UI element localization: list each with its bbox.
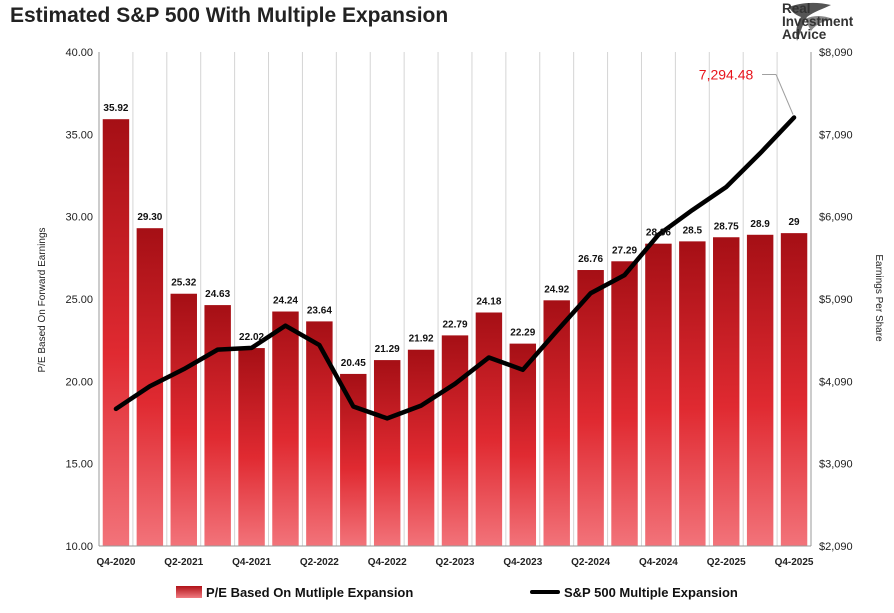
right-tick-label: $2,090 — [819, 541, 853, 553]
legend-label-pe: P/E Based On Mutliple Expansion — [206, 584, 414, 600]
bar — [373, 360, 401, 546]
bar-data-label: 26.76 — [578, 254, 603, 265]
bar — [272, 311, 299, 546]
bar — [780, 233, 808, 546]
left-tick-label: 20.00 — [65, 376, 93, 388]
left-tick-label: 40.00 — [65, 47, 93, 59]
bar-data-label: 24.18 — [476, 297, 501, 308]
bar — [577, 270, 604, 546]
x-tick-label: Q4-2025 — [775, 557, 814, 568]
left-tick-label: 35.00 — [65, 129, 93, 141]
bar-data-label: 22.79 — [442, 319, 467, 330]
bar — [102, 119, 130, 547]
left-tick-label: 30.00 — [65, 212, 93, 224]
left-tick-label: 25.00 — [65, 294, 93, 306]
bar-data-label: 28.36 — [646, 228, 671, 239]
x-tick-label: Q4-2021 — [232, 557, 271, 568]
right-tick-label: $6,090 — [819, 212, 853, 224]
bar-data-label: 22.29 — [510, 328, 535, 339]
left-tick-label: 10.00 — [65, 541, 93, 553]
bar-data-label: 29 — [788, 217, 800, 228]
bar — [645, 243, 672, 546]
bar-data-label: 25.32 — [171, 278, 196, 289]
bar-series — [102, 119, 808, 547]
chart-area: 35.92 29.30 25.32 24.63 22.02 24.24 23.64 20.45… — [37, 47, 884, 568]
bar-data-label: 28.5 — [683, 225, 703, 236]
bar-data-label: 35.92 — [103, 103, 128, 114]
right-tick-label: $4,090 — [819, 376, 853, 388]
bar-data-label: 29.30 — [137, 212, 162, 223]
bar-data-label: 28.9 — [750, 219, 770, 230]
logo-line-3: Advice — [782, 27, 827, 42]
bar-data-label: 20.45 — [341, 358, 366, 369]
logo-text: Real Investment Advice — [782, 1, 854, 42]
annotation-leader-diagonal — [775, 74, 794, 115]
x-tick-label: Q4-2024 — [639, 557, 678, 568]
right-tick-label: $8,090 — [819, 47, 853, 59]
bar — [746, 234, 774, 546]
bar — [204, 305, 231, 546]
x-tick-label: Q2-2025 — [707, 557, 746, 568]
bar — [543, 300, 570, 546]
bar — [306, 321, 333, 546]
bar-data-label: 24.63 — [205, 289, 230, 300]
left-axis-label: P/E Based On Forward Earnings — [37, 227, 48, 372]
bar — [611, 261, 638, 546]
x-tick-label: Q4-2022 — [368, 557, 407, 568]
right-tick-label: $3,090 — [819, 459, 853, 471]
logo-icon — [789, 2, 833, 41]
bar-data-label: 28.75 — [714, 221, 739, 232]
bar — [238, 348, 265, 546]
x-tick-label: Q2-2021 — [164, 557, 203, 568]
legend-bar-swatch — [176, 586, 202, 598]
x-tick-label: Q2-2022 — [300, 557, 339, 568]
x-tick-label: Q2-2024 — [571, 557, 610, 568]
legend: P/E Based On Mutliple Expansion S&P 500 … — [0, 580, 894, 604]
legend-item-sp500: S&P 500 Multiple Expansion — [530, 580, 738, 604]
bar-data-label: 27.29 — [612, 245, 637, 256]
bar-data-label: 23.64 — [307, 305, 332, 316]
right-tick-label: $7,090 — [819, 129, 853, 141]
chart-title: Estimated S&P 500 With Multiple Expansio… — [10, 4, 449, 27]
bar-data-label: 21.92 — [409, 334, 434, 345]
x-tick-label: Q4-2023 — [503, 557, 542, 568]
right-axis-label: Earnings Per Share — [873, 254, 884, 342]
bar-data-label: 22.02 — [239, 332, 264, 343]
bar — [441, 335, 469, 546]
line-series — [113, 115, 797, 421]
legend-line-swatch — [530, 590, 560, 594]
axes: 10.00 15.00 20.00 25.00 30.00 35.00 40.00 $2,09… — [65, 47, 852, 568]
legend-label-sp500: S&P 500 Multiple Expansion — [564, 584, 738, 600]
data-labels: 35.92 29.30 25.32 24.63 22.02 24.24 23.64 20.45… — [103, 103, 800, 369]
left-tick-label: 15.00 — [65, 459, 93, 471]
bar-data-label: 21.29 — [375, 344, 400, 355]
bar-data-label: 24.92 — [544, 284, 569, 295]
right-tick-label: $5,090 — [819, 294, 853, 306]
logo-line-1: Real — [782, 1, 811, 16]
bar — [407, 349, 435, 546]
bar — [679, 241, 706, 546]
annotation-label: 7,294.48 — [699, 66, 754, 82]
x-tick-label: Q2-2023 — [436, 557, 475, 568]
bar — [475, 312, 503, 546]
logo-line-2: Investment — [782, 14, 854, 29]
bar — [713, 237, 740, 546]
x-tick-label: Q4-2020 — [96, 557, 135, 568]
bar — [170, 293, 197, 546]
legend-item-pe: P/E Based On Mutliple Expansion — [176, 580, 413, 604]
bar-data-label: 24.24 — [273, 296, 298, 307]
bar — [340, 373, 367, 546]
bar — [509, 343, 537, 546]
